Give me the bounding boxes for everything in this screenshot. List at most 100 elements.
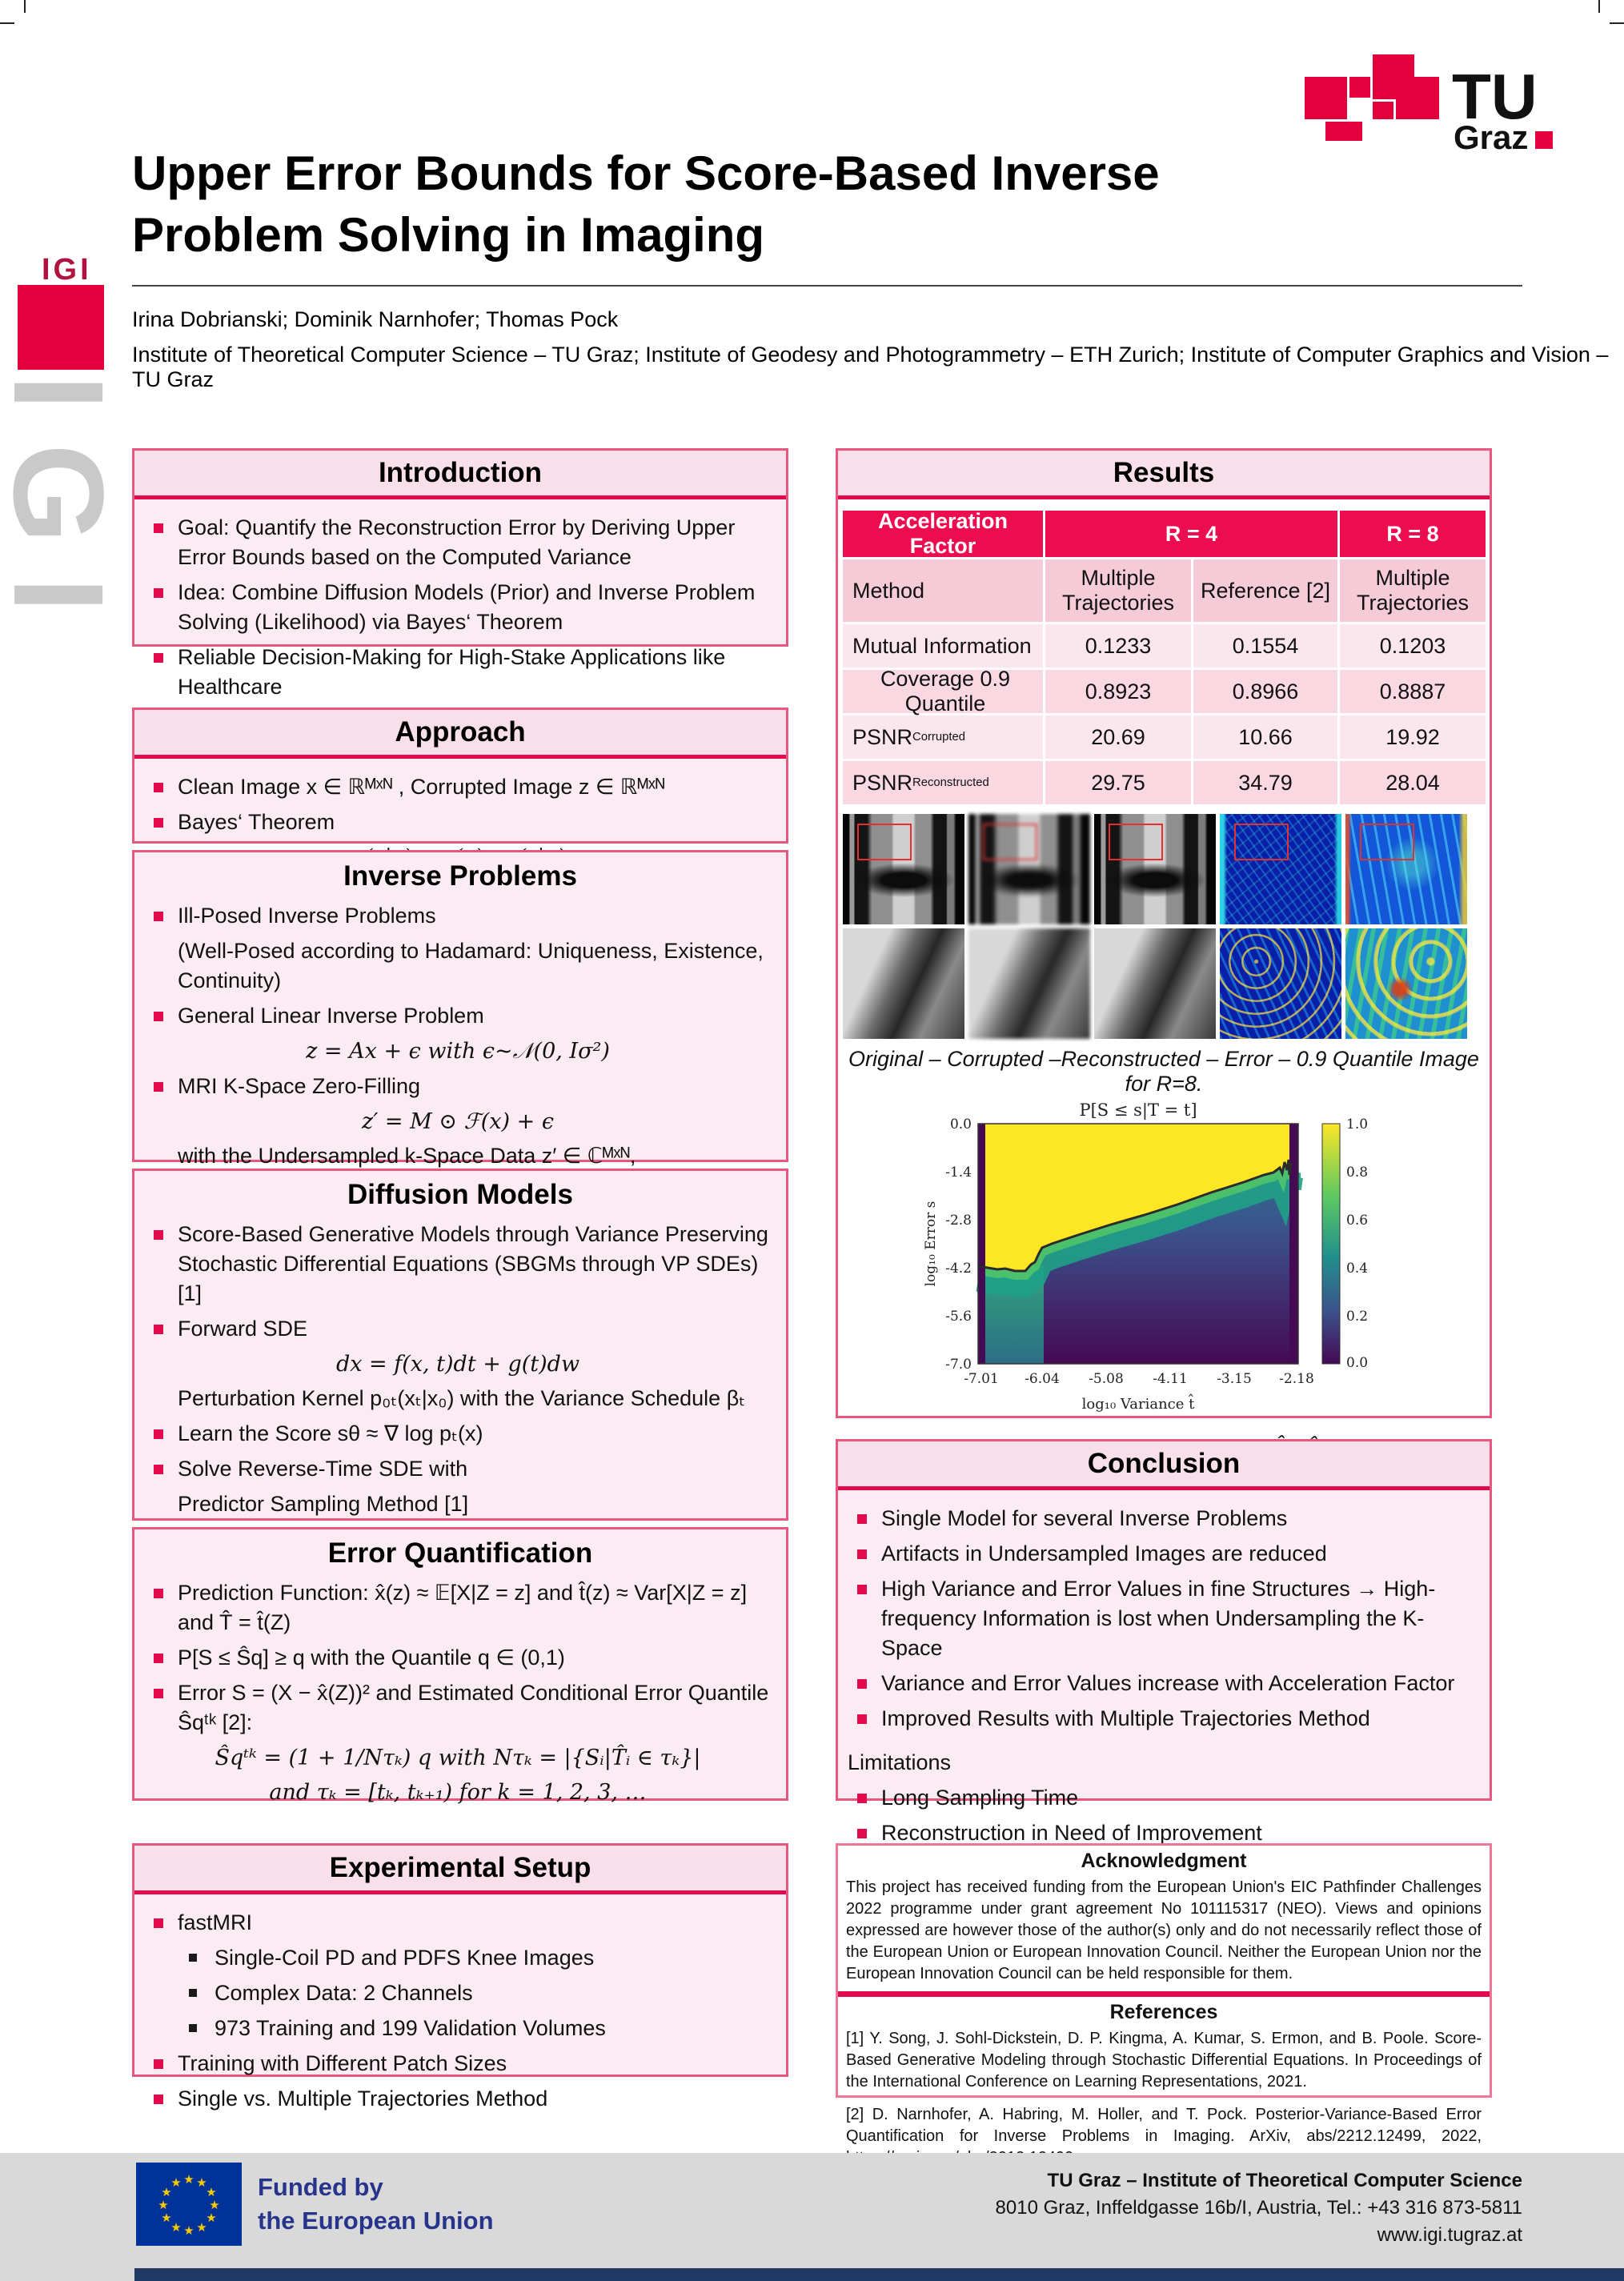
igi-watermark: IGI (0, 375, 130, 647)
x-tick: -2.18 (1279, 1371, 1314, 1387)
table-cell: 34.79 (1193, 761, 1337, 804)
table-cell: 0.8966 (1193, 670, 1337, 713)
roi-rectangle (1234, 824, 1289, 860)
authors-line: Irina Dobrianski; Dominik Narnhofer; Tho… (132, 307, 619, 331)
errq-bullet: P[S ≤ Ŝq] ≥ q with the Quantile q ∈ (0,1… (142, 1643, 773, 1673)
svg-text:★: ★ (183, 2172, 194, 2187)
table-cell: 20.69 (1045, 716, 1191, 759)
roi-rectangle (857, 824, 912, 860)
mri-original-crop (843, 928, 964, 1039)
tau-formula: and τₖ = [tₖ, tₖ₊₁) for k = 1, 2, 3, … (269, 1780, 647, 1805)
conclusion-title: Conclusion (838, 1441, 1490, 1490)
approach-bullet: Bayes‘ Theorem (142, 808, 773, 837)
forward-sde-formula: dx = f(x, t)dt + g(t)dw (335, 1352, 580, 1377)
x-tick: -6.04 (1025, 1371, 1060, 1387)
table-cell: 0.8887 (1340, 670, 1486, 713)
table-cell: Multiple Trajectories (1045, 559, 1191, 622)
exp-bullet: Training with Different Patch Sizes (142, 2049, 773, 2079)
error-map-crop (1220, 928, 1341, 1039)
reference-item: [1] Y. Song, J. Sohl-Dickstein, D. P. Ki… (846, 2030, 1482, 2091)
crop-mark (1598, 0, 1600, 13)
funded-by-text: Funded by the European Union (258, 2173, 494, 2235)
graz-logo-text: Graz (1454, 118, 1528, 156)
chart-title: P[S ≤ s|T̂ = t̂] (1079, 1103, 1197, 1120)
exp-bullet: fastMRI (142, 1908, 773, 1938)
colorbar-tick: 0.6 (1346, 1213, 1368, 1229)
diffusion-bullet: Forward SDE (142, 1314, 773, 1344)
igi-logo-square (18, 285, 104, 370)
title-divider (132, 285, 1522, 287)
tu-graz-logo-mark (1305, 54, 1439, 141)
crop-mark (1610, 22, 1624, 24)
intro-bullet: Reliable Decision-Making for High-Stake … (142, 643, 773, 702)
conclusion-bullet: Artifacts in Undersampled Images are red… (846, 1539, 1477, 1569)
results-table: Acceleration Factor R = 4 R = 8 Method M… (843, 509, 1486, 804)
y-tick: -4.2 (945, 1261, 972, 1277)
table-cell: 19.92 (1340, 716, 1486, 759)
x-axis-label: log₁₀ Variance t̂ (1082, 1393, 1195, 1413)
table-row-label: PSNR Reconstructed (843, 761, 1043, 804)
table-cell: 0.1554 (1193, 624, 1337, 667)
institute-website: www.igi.tugraz.at (1377, 2224, 1522, 2246)
svg-text:★: ★ (161, 2185, 171, 2199)
exp-bullet: Single vs. Multiple Trajectories Method (142, 2084, 773, 2114)
mri-corrupted-crop (968, 928, 1090, 1039)
footer-band: ★ ★ ★ ★ ★ ★ ★ ★ ★ ★ ★ ★ Funded by the European U… (0, 2153, 1624, 2281)
inverse-bullet: Ill-Posed Inverse Problems (142, 901, 773, 931)
table-cell: 0.1233 (1045, 624, 1191, 667)
exp-sub-bullet: 973 Training and 199 Validation Volumes (142, 2014, 773, 2043)
quantile-formula: Ŝqᵗᵏ = (1 + 1/Nτₖ) q with Nτₖ = |{Sᵢ|T̂ᵢ… (215, 1746, 701, 1770)
contact-block: TU Graz – Institute of Theoretical Compu… (996, 2167, 1522, 2249)
introduction-title: Introduction (134, 451, 786, 499)
x-tick: -3.15 (1217, 1371, 1252, 1387)
inverse-bullet: General Linear Inverse Problem (142, 1001, 773, 1031)
inverse-text: with the Undersampled k-Space Data z′ ∈ … (178, 1144, 636, 1168)
colorbar-tick: 0.8 (1346, 1165, 1368, 1181)
institute-name: TU Graz – Institute of Theoretical Compu… (1047, 2170, 1522, 2191)
table-row-label: Coverage 0.9 Quantile (843, 667, 1043, 716)
results-title: Results (838, 451, 1490, 499)
tu-graz-logo: TU Graz (1305, 54, 1553, 156)
diffusion-models-section: Diffusion Models Score-Based Generative … (132, 1169, 788, 1614)
introduction-section: Introduction Goal: Quantify the Reconstr… (132, 448, 788, 699)
x-tick: -4.11 (1153, 1371, 1188, 1387)
svg-text:★: ★ (206, 2185, 216, 2199)
kspace-formula: z′ = M ⊙ ℱ(x) + ϵ (361, 1109, 554, 1134)
table-cell: Reference [2] (1193, 559, 1337, 622)
errq-bullet: Error S = (X − x̂(Z))² and Estimated Con… (142, 1678, 773, 1738)
error-quantification-title: Error Quantification (327, 1537, 593, 1569)
igi-logo-text: IGI (42, 253, 92, 287)
inverse-text: (Well-Posed according to Hadamard: Uniqu… (178, 939, 764, 992)
linear-inverse-formula: z = Ax + ϵ with ϵ~𝒩(0, Iσ²) (306, 1039, 610, 1064)
approach-bullet: Clean Image x ∈ ℝᴹˣᴺ , Corrupted Image z… (142, 772, 773, 802)
table-row-label: Mutual Information (843, 624, 1043, 667)
cumulative-distribution-chart: P[S ≤ s|T̂ = t̂] 0.0 -1.4 -2.8 -4.2 -5.6… (838, 1103, 1490, 1429)
acknowledgment-title: Acknowledgment (1081, 1850, 1247, 1872)
references-title: References (1109, 2001, 1218, 2023)
eu-flag: ★ ★★ ★★★ ★★★ ★★★ (136, 2163, 242, 2246)
conclusion-bullet: Variance and Error Values increase with … (846, 1669, 1477, 1698)
quantile-map-crop (1345, 928, 1467, 1039)
svg-text:★: ★ (183, 2223, 194, 2238)
table-cell-method: Method (843, 559, 1043, 622)
mri-reconstructed-image (1094, 814, 1216, 924)
y-tick: -7.0 (945, 1357, 972, 1373)
conclusion-bullet: High Variance and Error Values in fine S… (846, 1574, 1477, 1663)
mri-image-grid (843, 814, 1485, 1039)
svg-text:★: ★ (209, 2198, 219, 2212)
mri-reconstructed-crop (1094, 928, 1216, 1039)
conclusion-section: Conclusion Single Model for several Inve… (836, 1439, 1492, 1880)
table-cell: 28.04 (1340, 761, 1486, 804)
roi-rectangle (1360, 824, 1415, 860)
table-cell: Multiple Trajectories (1340, 559, 1486, 622)
x-tick: -5.08 (1089, 1371, 1124, 1387)
y-tick: -5.6 (945, 1309, 972, 1325)
colorbar-tick: 0.2 (1346, 1309, 1368, 1325)
table-cell: 10.66 (1193, 716, 1337, 759)
mri-original-image (843, 814, 964, 924)
svg-text:★: ★ (196, 2175, 207, 2190)
table-header-cell: R = 8 (1340, 511, 1486, 557)
institute-address: 8010 Graz, Inffeldgasse 16b/I, Austria, … (995, 2197, 1522, 2219)
crop-mark (0, 22, 14, 24)
